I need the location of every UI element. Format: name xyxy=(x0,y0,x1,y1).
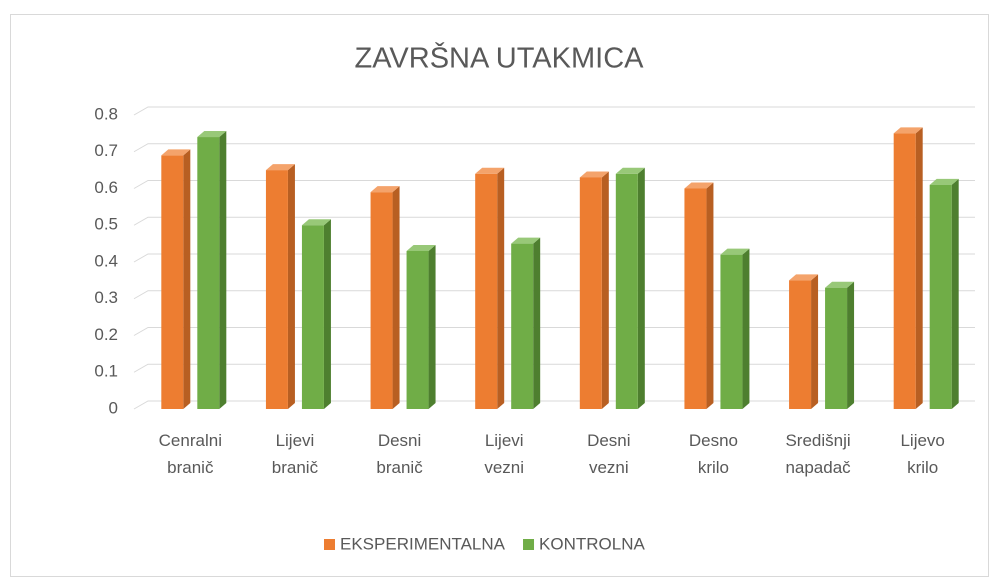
bar xyxy=(789,280,812,409)
bar xyxy=(161,155,184,409)
x-tick-label-line: vezni xyxy=(589,458,629,477)
legend-swatch xyxy=(523,539,535,550)
x-tick-label-line: Desni xyxy=(587,431,630,450)
y-tick-label: 0.3 xyxy=(94,288,118,307)
x-tick-label: Desno krilo xyxy=(689,431,738,477)
x-tick-label-line: krilo xyxy=(907,458,938,477)
bar xyxy=(406,250,429,409)
x-tick-label-line: napadač xyxy=(785,458,851,477)
bar-side xyxy=(601,171,609,409)
bar-side xyxy=(183,149,191,410)
bar xyxy=(825,287,848,409)
bar-top xyxy=(475,167,505,174)
bar-side xyxy=(323,219,331,409)
bar-top xyxy=(161,149,191,156)
x-tick-label: Desni branič xyxy=(376,431,423,477)
bar xyxy=(301,225,324,409)
x-tick-label: Središnji napadač xyxy=(785,431,851,477)
bar-top xyxy=(301,219,331,226)
bar xyxy=(720,254,743,409)
legend-swatch xyxy=(324,539,335,550)
bar-side xyxy=(706,182,714,409)
bar-side xyxy=(428,244,436,409)
y-tick-label: 0.2 xyxy=(94,325,118,344)
x-tick-label-line: branič xyxy=(167,458,214,477)
x-tick-label-line: Desni xyxy=(378,431,421,450)
legend-label: EKSPERIMENTALNA xyxy=(340,534,506,553)
bar-top xyxy=(720,248,750,255)
x-tick-label-line: Cenralni xyxy=(159,431,222,450)
bar-side xyxy=(811,274,819,409)
bar-top xyxy=(579,171,609,178)
bar xyxy=(893,133,916,409)
x-tick-label-line: Desno xyxy=(689,431,738,450)
bar xyxy=(615,173,638,409)
bar-top xyxy=(789,274,819,281)
x-tick-label-line: Središnji xyxy=(785,431,850,450)
bar-side xyxy=(847,281,855,409)
grid-line xyxy=(133,143,975,153)
bar xyxy=(579,177,602,409)
grid-line xyxy=(133,106,975,116)
x-tick-label: Lijevi vezni xyxy=(484,431,524,477)
bar-top xyxy=(406,244,436,251)
bar-top xyxy=(615,167,645,174)
bar-side xyxy=(219,131,227,410)
bar-top xyxy=(370,186,400,193)
y-tick-label: 0.7 xyxy=(94,141,118,160)
x-tick-label: Cenralni branič xyxy=(159,431,222,477)
x-tick-label: Lijevi branič xyxy=(272,431,319,477)
bar xyxy=(511,243,534,409)
bar-side xyxy=(533,237,541,409)
x-tick-label-line: Lijevi xyxy=(485,431,524,450)
y-tick-label: 0.6 xyxy=(94,178,118,197)
x-tick-label-line: Lijevo xyxy=(900,431,944,450)
bar-side xyxy=(742,248,750,409)
grid-line xyxy=(133,180,975,189)
legend-label: KONTROLNA xyxy=(539,534,645,553)
bar-top xyxy=(265,164,295,171)
bar-side xyxy=(497,167,505,409)
x-tick-label-line: Lijevi xyxy=(276,431,315,450)
y-tick-label: 0.1 xyxy=(94,362,118,381)
x-tick-label: Lijevo krilo xyxy=(900,431,944,477)
y-tick-label: 0.4 xyxy=(94,251,118,270)
bar-top xyxy=(197,131,227,138)
x-tick-label: Desni vezni xyxy=(587,431,630,477)
bar-side xyxy=(637,167,645,409)
x-tick-label-line: vezni xyxy=(484,458,524,477)
y-tick-label: 0 xyxy=(109,398,118,417)
bar xyxy=(197,137,220,410)
bar-top xyxy=(684,182,714,189)
y-tick-label: 0.8 xyxy=(94,104,118,123)
bar-top xyxy=(825,281,855,288)
bar xyxy=(265,170,288,409)
x-tick-label-line: branič xyxy=(272,458,319,477)
x-tick-label-line: branič xyxy=(376,458,423,477)
y-tick-label: 0.5 xyxy=(94,215,118,234)
bar-top xyxy=(893,127,923,134)
bar-side xyxy=(287,164,295,409)
bar-side xyxy=(915,127,923,409)
bar-side xyxy=(951,178,959,409)
bar xyxy=(475,173,498,409)
bar-top xyxy=(511,237,541,244)
bar-side xyxy=(392,186,400,409)
bar-top xyxy=(929,178,959,185)
x-tick-label-line: krilo xyxy=(698,458,729,477)
chart-title: ZAVRŠNA UTAKMICA xyxy=(355,41,645,75)
bar xyxy=(370,192,393,409)
bar xyxy=(684,188,707,409)
bar xyxy=(929,184,952,409)
